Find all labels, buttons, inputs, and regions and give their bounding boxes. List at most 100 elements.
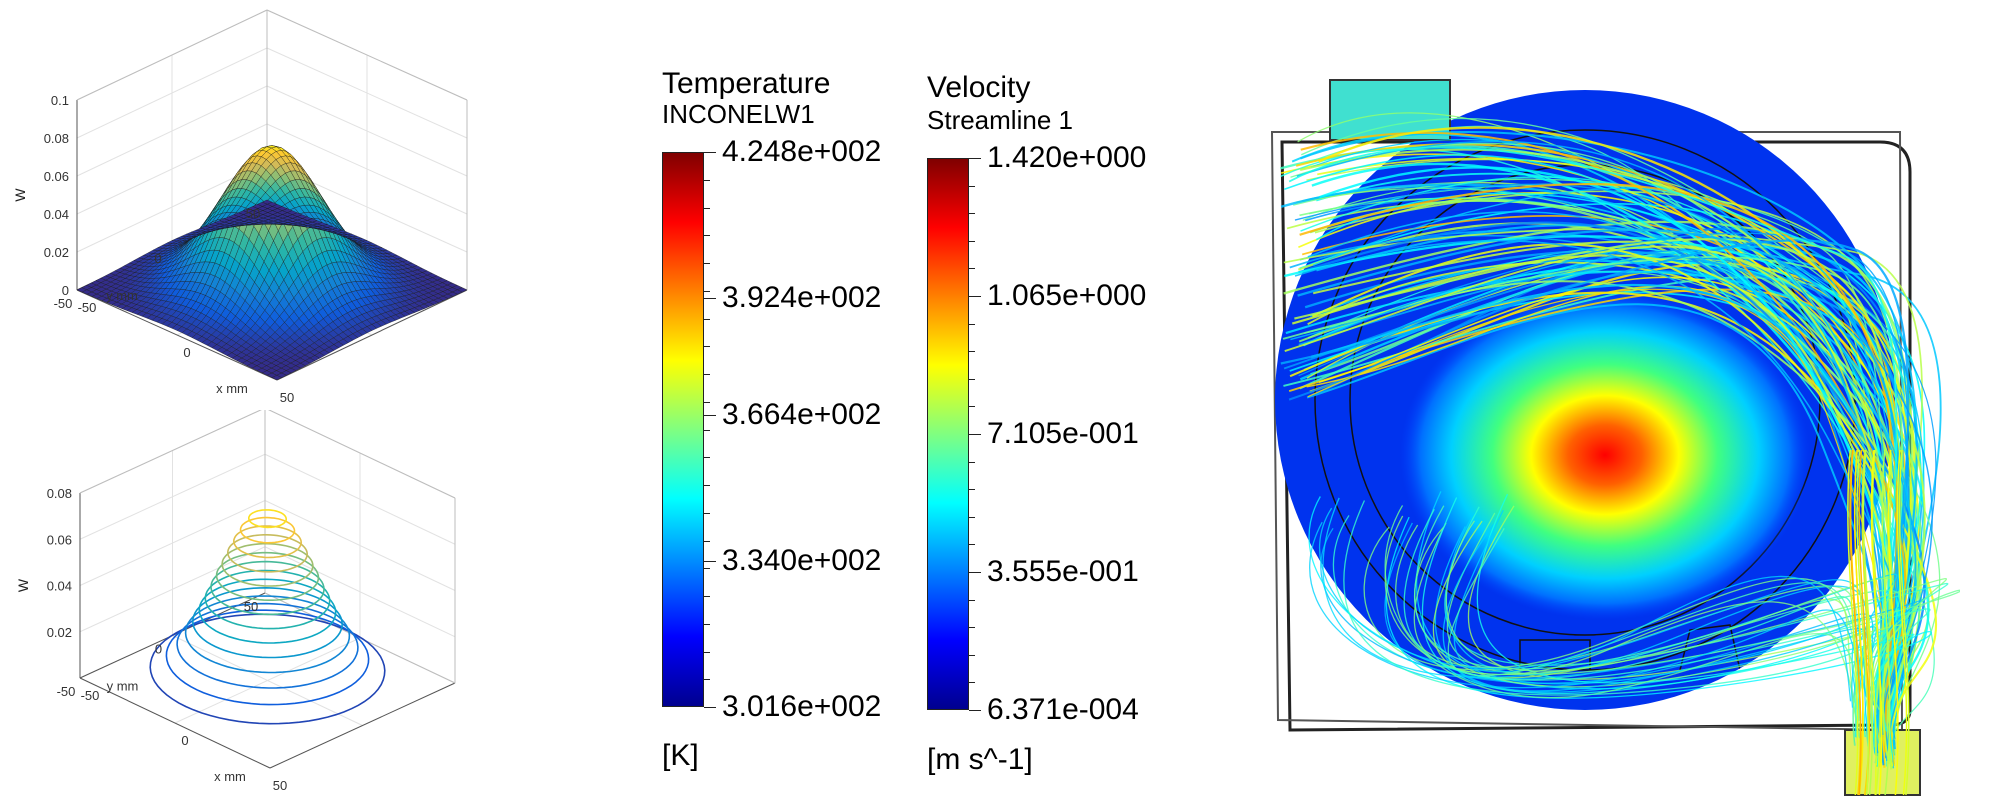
colorbar-major-tick (969, 158, 981, 159)
colorbar-minor-tick (969, 682, 975, 683)
x-axis-label: x mm (216, 381, 248, 396)
velocity-legend-title: Velocity (927, 72, 1030, 104)
colorbar-minor-tick (704, 346, 710, 347)
temperature-colorbar (662, 152, 704, 707)
velocity-label-3: 7.105e-001 (987, 417, 1139, 451)
colorbar-minor-tick (704, 319, 710, 320)
colorbar-minor-tick (704, 485, 710, 486)
z-tick-label: 0.08 (47, 486, 72, 501)
x-tick-label: 50 (273, 778, 287, 793)
temperature-label-2: 3.924e+002 (722, 281, 881, 315)
colorbar-minor-tick (704, 679, 710, 680)
velocity-legend-subtitle: Streamline 1 (927, 106, 1073, 134)
z-tick-label: 0.04 (44, 207, 69, 222)
z-tick-label: 0.08 (44, 131, 69, 146)
surface-mesh (77, 145, 467, 380)
x-tick-label: 0 (183, 345, 190, 360)
colorbar-minor-tick (969, 517, 975, 518)
colorbar-minor-tick (969, 489, 975, 490)
colorbar-minor-tick (704, 235, 710, 236)
colorbar-minor-tick (704, 402, 710, 403)
y-tick-label: 50 (244, 599, 258, 614)
colorbar-minor-tick (969, 544, 975, 545)
velocity-label-max: 1.420e+000 (987, 141, 1146, 175)
velocity-legend: Velocity Streamline 1 1.420e+000 1.065e+… (905, 60, 1195, 780)
z-tick-label: 0.02 (44, 245, 69, 260)
y-axis-label: y mm (106, 288, 138, 303)
colorbar-minor-tick (969, 627, 975, 628)
temperature-label-4: 3.340e+002 (722, 544, 881, 578)
temperature-legend: Temperature INCONELW1 4.248e+002 3.924e+… (640, 60, 900, 780)
temperature-label-min: 3.016e+002 (722, 690, 881, 724)
velocity-colorbar (927, 158, 969, 710)
z-tick-label: 0.02 (47, 625, 72, 640)
colorbar-minor-tick (704, 568, 710, 569)
colorbar-major-tick (969, 296, 981, 297)
velocity-label-2: 1.065e+000 (987, 279, 1146, 313)
z-tick-label: 0.1 (51, 93, 69, 108)
colorbar-minor-tick (704, 263, 710, 264)
contour-axes (80, 410, 455, 768)
z-tick-label: 0.06 (44, 169, 69, 184)
temperature-legend-title: Temperature (662, 68, 830, 100)
colorbar-minor-tick (704, 208, 710, 209)
colorbar-minor-tick (704, 374, 710, 375)
colorbar-minor-tick (704, 291, 710, 292)
contour-level (177, 604, 358, 688)
colorbar-major-tick (704, 415, 716, 416)
colorbar-minor-tick (969, 600, 975, 601)
y-tick-label: 0 (154, 251, 161, 266)
colorbar-major-tick (969, 710, 981, 711)
velocity-label-min: 6.371e-004 (987, 693, 1139, 727)
y-tick-label: -50 (54, 296, 73, 311)
box-edge (270, 683, 455, 768)
y-tick-label: 0 (155, 642, 162, 657)
colorbar-major-tick (969, 572, 981, 573)
colorbar-major-tick (704, 707, 716, 708)
z-tick-label: 0.06 (47, 532, 72, 547)
y-tick-label: 50 (246, 206, 260, 221)
colorbar-minor-tick (704, 457, 710, 458)
colorbar-minor-tick (969, 268, 975, 269)
temperature-legend-subtitle: INCONELW1 (662, 100, 815, 128)
x-tick-label: -50 (78, 300, 97, 315)
colorbar-minor-tick (704, 180, 710, 181)
contour-level (241, 518, 295, 543)
y-axis-label: y mm (107, 679, 139, 694)
colorbar-minor-tick (969, 351, 975, 352)
contour-lines (150, 510, 385, 724)
colorbar-major-tick (704, 298, 716, 299)
velocity-legend-unit: [m s^-1] (927, 744, 1033, 776)
colorbar-minor-tick (969, 186, 975, 187)
cfd-flow-visualization (1260, 70, 1960, 800)
z-axis-label: W (15, 578, 31, 592)
colorbar-minor-tick (969, 462, 975, 463)
colorbar-minor-tick (704, 624, 710, 625)
colorbar-minor-tick (969, 213, 975, 214)
colorbar-major-tick (704, 561, 716, 562)
contour-level (186, 596, 350, 673)
colorbar-minor-tick (704, 596, 710, 597)
temperature-label-3: 3.664e+002 (722, 398, 881, 432)
temperature-legend-unit: [K] (662, 740, 699, 772)
z-tick-label: 0.04 (47, 579, 72, 594)
colorbar-major-tick (704, 152, 716, 153)
colorbar-minor-tick (704, 652, 710, 653)
colorbar-minor-tick (969, 655, 975, 656)
x-tick-label: 0 (181, 733, 188, 748)
colorbar-major-tick (969, 434, 981, 435)
colorbar-minor-tick (704, 430, 710, 431)
z-axis-label: W (12, 188, 28, 202)
y-tick-label: -50 (57, 684, 76, 699)
colorbar-minor-tick (704, 541, 710, 542)
temperature-label-max: 4.248e+002 (722, 135, 881, 169)
colorbar-minor-tick (969, 406, 975, 407)
colorbar-minor-tick (969, 379, 975, 380)
colorbar-minor-tick (969, 324, 975, 325)
x-axis-label: x mm (214, 769, 246, 784)
